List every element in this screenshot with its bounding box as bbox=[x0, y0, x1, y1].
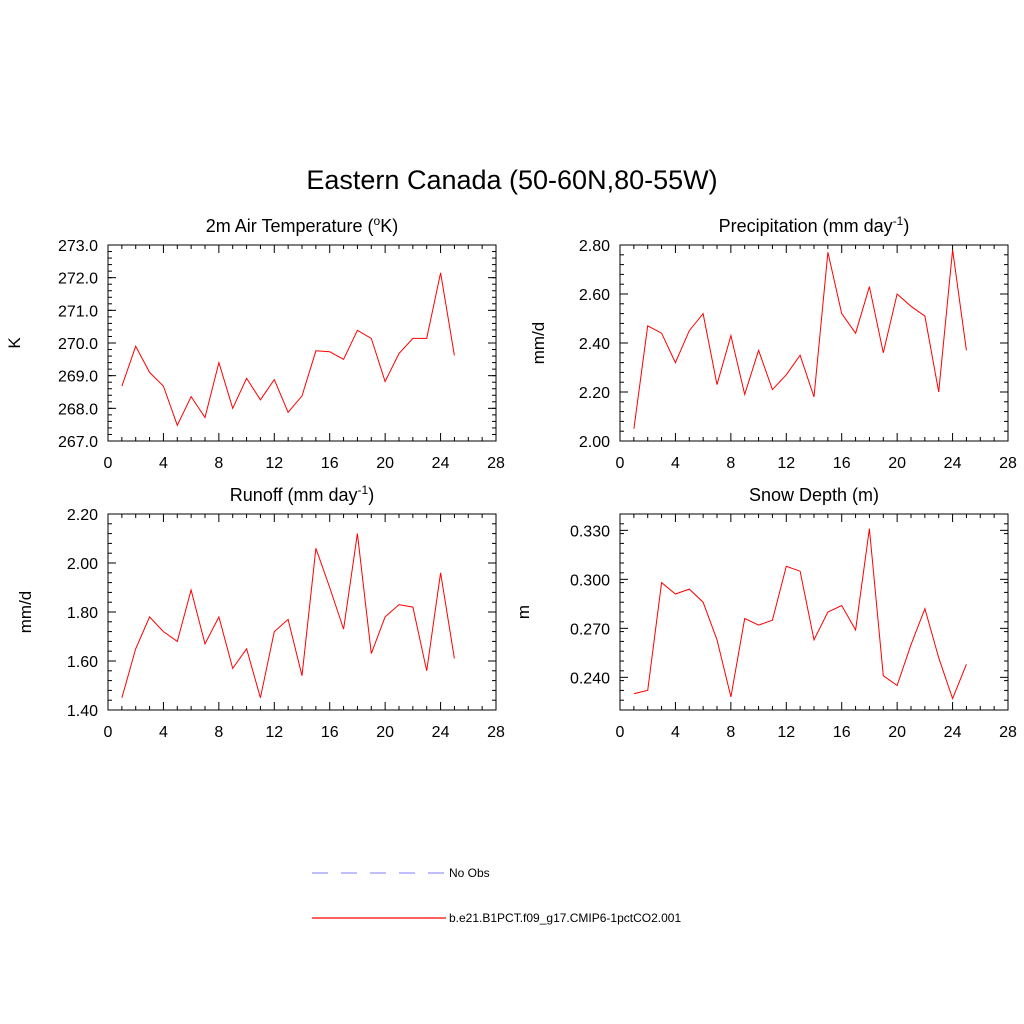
y-tick-label: 2.40 bbox=[579, 336, 610, 353]
y-tick-label: 0.330 bbox=[570, 523, 610, 540]
x-tick-label: 4 bbox=[671, 455, 680, 472]
x-tick-label: 12 bbox=[265, 455, 283, 472]
x-tick-label: 24 bbox=[944, 724, 962, 741]
panel-snow-depth: 0 4 8 12 16 20 24 28 0.240 0.270 0.300 0.330 m Snow D… bbox=[514, 485, 1017, 741]
y-axis-label: mm/d bbox=[529, 322, 548, 365]
series-line bbox=[633, 528, 967, 701]
y-axis-label: mm/d bbox=[16, 591, 35, 634]
x-tick-label: 20 bbox=[888, 724, 906, 741]
y-tick-label: 270.0 bbox=[58, 336, 98, 353]
y-tick-label: 2.00 bbox=[67, 556, 98, 573]
x-tick-label: 24 bbox=[432, 455, 450, 472]
y-tick-label: 273.0 bbox=[58, 238, 98, 255]
x-tick-label: 8 bbox=[726, 724, 735, 741]
series-line bbox=[121, 272, 455, 427]
y-tick-label: 0.270 bbox=[570, 621, 610, 638]
y-tick-label: 2.00 bbox=[579, 434, 610, 451]
plot-frame bbox=[107, 244, 497, 442]
panel-title: 2m Air Temperature (oK) bbox=[206, 214, 398, 236]
x-tick-label: 16 bbox=[833, 724, 851, 741]
legend-label-obs: No Obs bbox=[449, 866, 490, 880]
legend bbox=[312, 872, 446, 919]
x-tick-label: 20 bbox=[376, 724, 394, 741]
y-tick-label: 267.0 bbox=[58, 434, 98, 451]
page-title: Eastern Canada (50-60N,80-55W) bbox=[306, 165, 718, 195]
x-tick-label: 24 bbox=[432, 724, 450, 741]
y-tick-label: 2.20 bbox=[67, 507, 98, 524]
panel-air-temperature: 0 4 8 12 16 20 24 28 267.0 268.0 269.0 270.0 271.0 27… bbox=[5, 214, 505, 472]
panel-title: Snow Depth (m) bbox=[749, 485, 879, 505]
y-tick-label: 0.300 bbox=[570, 572, 610, 589]
x-tick-label: 4 bbox=[159, 455, 168, 472]
y-tick-label: 1.60 bbox=[67, 654, 98, 671]
series-line bbox=[121, 533, 455, 698]
x-tick-label: 0 bbox=[616, 455, 625, 472]
x-tick-label: 4 bbox=[159, 724, 168, 741]
x-tick-label: 0 bbox=[104, 724, 113, 741]
x-tick-label: 28 bbox=[999, 455, 1017, 472]
x-tick-label: 0 bbox=[104, 455, 113, 472]
x-tick-label: 16 bbox=[321, 724, 339, 741]
plot-frame bbox=[107, 513, 497, 711]
x-tick-label: 12 bbox=[265, 724, 283, 741]
x-tick-label: 12 bbox=[777, 724, 795, 741]
y-tick-label: 1.80 bbox=[67, 605, 98, 622]
y-axis-label: m bbox=[514, 605, 533, 619]
x-tick-label: 8 bbox=[214, 455, 223, 472]
x-tick-label: 4 bbox=[671, 724, 680, 741]
y-tick-label: 0.240 bbox=[570, 670, 610, 687]
x-tick-label: 20 bbox=[376, 455, 394, 472]
x-tick-label: 12 bbox=[777, 455, 795, 472]
panel-runoff: 0 4 8 12 16 20 24 28 1.40 1.60 1.80 2.00 2.20 mm/d Run… bbox=[16, 483, 505, 741]
y-tick-label: 268.0 bbox=[58, 401, 98, 418]
y-tick-label: 272.0 bbox=[58, 271, 98, 288]
x-tick-label: 28 bbox=[487, 455, 505, 472]
panel-title: Runoff (mm day-1) bbox=[230, 483, 374, 505]
y-axis-label: K bbox=[5, 337, 24, 349]
series-line bbox=[633, 249, 967, 429]
x-tick-label: 16 bbox=[321, 455, 339, 472]
x-tick-label: 0 bbox=[616, 724, 625, 741]
x-tick-label: 28 bbox=[999, 724, 1017, 741]
x-tick-label: 8 bbox=[726, 455, 735, 472]
x-tick-label: 24 bbox=[944, 455, 962, 472]
y-tick-label: 271.0 bbox=[58, 303, 98, 320]
y-tick-label: 2.80 bbox=[579, 238, 610, 255]
x-tick-label: 28 bbox=[487, 724, 505, 741]
legend-label-model: b.e21.B1PCT.f09_g17.CMIP6-1pctCO2.001 bbox=[449, 911, 682, 925]
x-tick-label: 16 bbox=[833, 455, 851, 472]
y-tick-label: 1.40 bbox=[67, 703, 98, 720]
y-tick-label: 269.0 bbox=[58, 369, 98, 386]
x-tick-label: 20 bbox=[888, 455, 906, 472]
y-tick-label: 2.60 bbox=[579, 287, 610, 304]
x-tick-label: 8 bbox=[214, 724, 223, 741]
plot-frame bbox=[619, 513, 1009, 711]
panel-precipitation: 0 4 8 12 16 20 24 28 2.00 2.20 2.40 2.60 2.80 mm/d Pre… bbox=[529, 214, 1017, 472]
panel-title: Precipitation (mm day-1) bbox=[719, 214, 910, 236]
y-tick-label: 2.20 bbox=[579, 385, 610, 402]
